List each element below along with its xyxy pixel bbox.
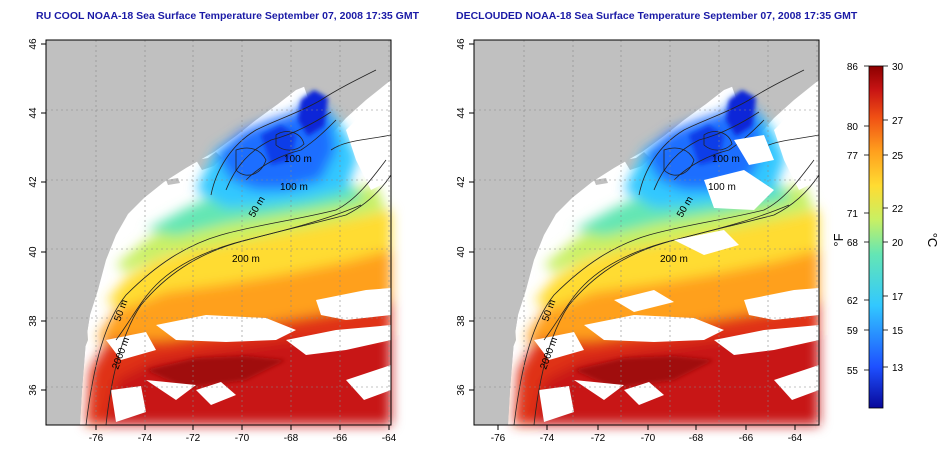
contour-label-100m-a: 100 m <box>284 154 312 165</box>
left-lat-axis: 46 44 42 40 38 36 <box>28 38 39 396</box>
contour-label-200m: 200 m <box>660 254 688 265</box>
lat-tick: 40 <box>28 246 39 258</box>
right-sst-map: 100 m 100 m 50 m 200 m 50 m 2000 m <box>473 39 820 426</box>
right-lon-axis: -76 -74 -72 -70 -68 -66 -64 <box>491 433 803 444</box>
lon-tick: -72 <box>186 433 201 444</box>
lon-tick: -66 <box>333 433 348 444</box>
f-tick: 71 <box>847 209 859 220</box>
lon-tick: -70 <box>235 433 250 444</box>
contour-label-100m-b: 100 m <box>280 182 308 193</box>
colorbar-f-ticks: 86 80 77 71 68 62 59 55 <box>847 62 859 377</box>
lat-tick: 44 <box>456 107 467 119</box>
lon-tick: -68 <box>284 433 299 444</box>
lat-tick: 46 <box>28 38 39 50</box>
f-tick: 77 <box>847 151 859 162</box>
lon-tick: -76 <box>89 433 104 444</box>
c-tick: 25 <box>892 151 904 162</box>
c-tick: 30 <box>892 62 904 73</box>
c-tick: 20 <box>892 238 904 249</box>
left-lon-axis: -76 -74 -72 -70 -68 -66 -64 <box>89 433 397 444</box>
lon-tick: -68 <box>689 433 704 444</box>
colorbar-gradient <box>868 65 884 409</box>
c-tick: 13 <box>892 363 904 374</box>
f-tick: 86 <box>847 62 859 73</box>
lat-tick: 44 <box>28 107 39 119</box>
lat-tick: 42 <box>28 176 39 188</box>
f-tick: 80 <box>847 122 859 133</box>
left-sst-map: 100 m 100 m 50 m 200 m 50 m 2000 m <box>45 39 392 426</box>
lon-tick: -76 <box>491 433 506 444</box>
contour-label-100m-a: 100 m <box>712 154 740 165</box>
right-ticks <box>469 43 796 430</box>
left-map-title: RU COOL NOAA-18 Sea Surface Temperature … <box>36 10 420 22</box>
c-tick: 27 <box>892 116 904 127</box>
c-tick: 15 <box>892 326 904 337</box>
contour-label-100m-b: 100 m <box>708 182 736 193</box>
lat-tick: 36 <box>28 384 39 396</box>
f-tick: 68 <box>847 238 859 249</box>
lat-tick: 42 <box>456 176 467 188</box>
lon-tick: -66 <box>739 433 754 444</box>
lat-tick: 36 <box>456 384 467 396</box>
f-tick: 62 <box>847 296 859 307</box>
lon-tick: -72 <box>591 433 606 444</box>
colorbar-c-ticks: 30 27 25 22 20 17 15 13 <box>892 62 904 374</box>
lon-tick: -64 <box>788 433 803 444</box>
lat-tick: 40 <box>456 246 467 258</box>
contour-label-200m: 200 m <box>232 254 260 265</box>
c-tick: 17 <box>892 292 904 303</box>
lon-tick: -70 <box>641 433 656 444</box>
c-tick: 22 <box>892 204 904 215</box>
f-tick: 59 <box>847 326 859 337</box>
lon-tick: -74 <box>540 433 555 444</box>
right-map-title: DECLOUDED NOAA-18 Sea Surface Temperatur… <box>456 10 858 22</box>
colorbar: 86 80 77 71 68 62 59 55 30 27 25 22 20 1… <box>831 62 940 409</box>
lat-tick: 38 <box>456 315 467 327</box>
f-tick: 55 <box>847 366 859 377</box>
colorbar-unit-c: °C <box>925 233 940 248</box>
lon-tick: -64 <box>382 433 397 444</box>
right-lat-axis: 46 44 42 40 38 36 <box>456 38 467 396</box>
lat-tick: 38 <box>28 315 39 327</box>
lon-tick: -74 <box>138 433 153 444</box>
left-ticks <box>41 43 390 430</box>
lat-tick: 46 <box>456 38 467 50</box>
colorbar-unit-f: °F <box>831 233 846 246</box>
